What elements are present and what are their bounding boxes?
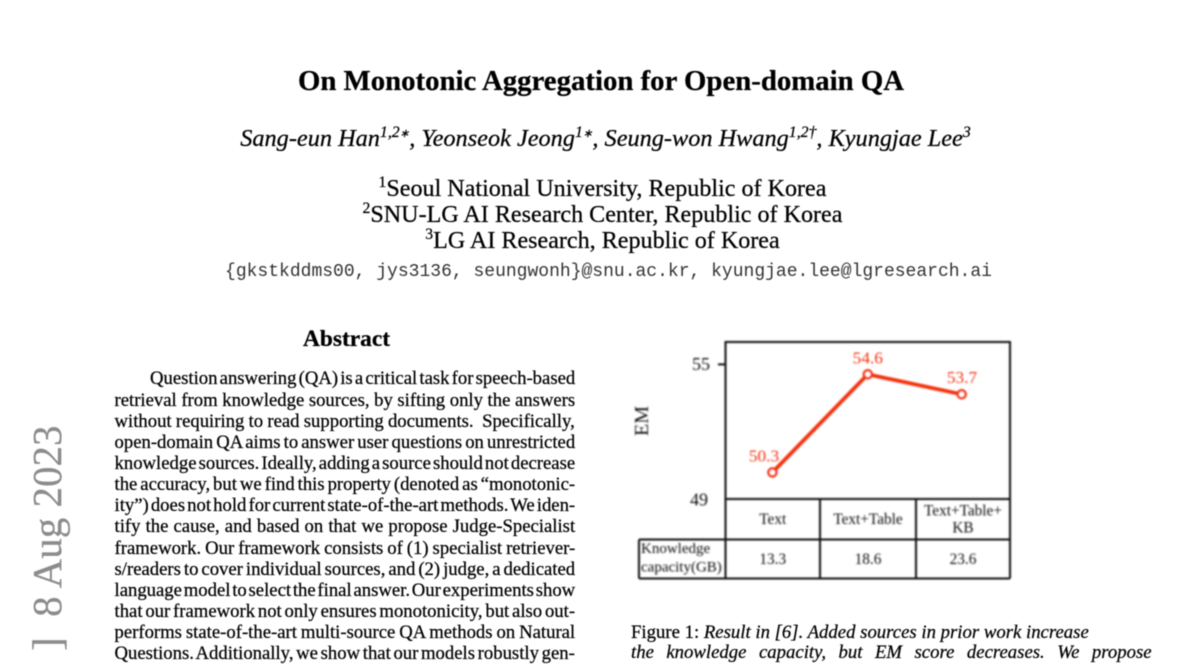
svg-text:capacity(GB): capacity(GB) (641, 560, 722, 576)
svg-text:13.3: 13.3 (759, 551, 786, 568)
svg-text:23.6: 23.6 (950, 551, 977, 568)
svg-text:54.6: 54.6 (853, 349, 884, 368)
svg-text:49: 49 (690, 490, 708, 510)
svg-text:Text+Table+: Text+Table+ (924, 503, 1002, 520)
svg-text:55: 55 (692, 354, 710, 374)
svg-text:EM: EM (631, 406, 653, 436)
svg-text:Text+Table: Text+Table (833, 511, 903, 528)
svg-text:Knowledge: Knowledge (641, 541, 710, 557)
svg-text:18.6: 18.6 (855, 551, 882, 568)
svg-text:53.7: 53.7 (947, 368, 978, 387)
svg-text:KB: KB (952, 520, 973, 537)
svg-text:Text: Text (759, 511, 787, 528)
svg-text:50.3: 50.3 (749, 447, 779, 466)
